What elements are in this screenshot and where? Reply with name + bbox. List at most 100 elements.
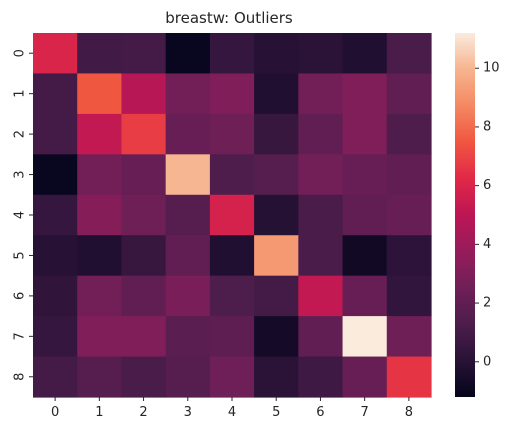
heatmap-cells <box>33 33 432 398</box>
colorbar-tick-label: 0 <box>483 354 491 369</box>
heatmap-cell-r3-c5 <box>254 154 299 196</box>
heatmap-cell-r3-c7 <box>342 154 388 196</box>
y-tick-label: 4 <box>13 211 28 219</box>
heatmap-cell-r0-c4 <box>209 33 255 75</box>
heatmap-cell-r6-c4 <box>209 275 255 317</box>
heatmap-cell-r7-c2 <box>121 316 167 358</box>
heatmap-cell-r8-c2 <box>121 356 167 398</box>
heatmap-cell-r7-c0 <box>33 316 78 358</box>
heatmap-cell-r6-c5 <box>254 275 299 317</box>
heatmap-cell-r8-c4 <box>209 356 255 398</box>
heatmap-cell-r2-c1 <box>77 113 123 155</box>
colorbar-tick-label: 8 <box>483 119 491 134</box>
heatmap-cell-r6-c1 <box>77 275 123 317</box>
heatmap-cell-r2-c5 <box>254 113 299 155</box>
heatmap-cell-r7-c3 <box>165 316 211 358</box>
heatmap-cell-r7-c6 <box>298 316 344 358</box>
heatmap-cell-r7-c8 <box>386 316 432 358</box>
heatmap-cell-r4-c1 <box>77 194 123 236</box>
heatmap-cell-r7-c1 <box>77 316 123 358</box>
heatmap-cell-r8-c3 <box>165 356 211 398</box>
x-axis-ticks: 0 1 2 3 4 5 6 7 8 <box>51 397 413 420</box>
heatmap-cell-r8-c0 <box>33 356 78 398</box>
heatmap-cell-r2-c8 <box>386 113 432 155</box>
heatmap-cell-r6-c0 <box>33 275 78 317</box>
heatmap-cell-r8-c1 <box>77 356 123 398</box>
x-tick-label: 8 <box>405 405 413 420</box>
x-tick-label: 0 <box>51 405 59 420</box>
heatmap-cell-r6-c2 <box>121 275 167 317</box>
colorbar-tick-label: 4 <box>483 237 491 252</box>
heatmap-cell-r8-c6 <box>298 356 344 398</box>
y-tick-label: 5 <box>13 251 28 259</box>
heatmap-cell-r3-c8 <box>386 154 432 196</box>
y-tick-label: 2 <box>13 130 28 138</box>
heatmap-cell-r2-c7 <box>342 113 388 155</box>
heatmap-cell-r0-c3 <box>165 33 211 75</box>
x-tick-label: 2 <box>139 405 147 420</box>
heatmap-cell-r8-c5 <box>254 356 299 398</box>
y-axis-ticks: 0 1 2 3 4 5 6 7 8 <box>13 49 33 381</box>
heatmap-cell-r4-c4 <box>209 194 255 236</box>
y-tick-label: 7 <box>13 332 28 340</box>
colorbar <box>455 33 475 397</box>
heatmap-cell-r2-c3 <box>165 113 211 155</box>
heatmap-cell-r4-c8 <box>386 194 432 236</box>
heatmap-cell-r5-c1 <box>77 235 123 277</box>
heatmap-cell-r4-c6 <box>298 194 344 236</box>
heatmap-cell-r8-c7 <box>342 356 388 398</box>
heatmap-cell-r3-c0 <box>33 154 78 196</box>
colorbar-ticks: 0 2 4 6 8 10 <box>475 61 500 369</box>
heatmap-cell-r6-c3 <box>165 275 211 317</box>
y-tick-label: 8 <box>13 373 28 381</box>
x-tick-label: 6 <box>316 405 324 420</box>
heatmap-cell-r6-c7 <box>342 275 388 317</box>
heatmap-cell-r0-c5 <box>254 33 299 75</box>
heatmap-cell-r2-c0 <box>33 113 78 155</box>
heatmap-cell-r2-c2 <box>121 113 167 155</box>
heatmap-cell-r5-c7 <box>342 235 388 277</box>
colorbar-tick-label: 10 <box>483 61 500 76</box>
heatmap-cell-r3-c6 <box>298 154 344 196</box>
heatmap-cell-r1-c8 <box>386 73 432 115</box>
heatmap-cell-r7-c7 <box>342 316 388 358</box>
colorbar-tick-label: 2 <box>483 296 491 311</box>
y-tick-label: 1 <box>13 90 28 98</box>
heatmap-cell-r1-c6 <box>298 73 344 115</box>
y-tick-label: 3 <box>13 170 28 178</box>
x-tick-label: 7 <box>361 405 369 420</box>
heatmap-cell-r2-c4 <box>209 113 255 155</box>
heatmap-cell-r1-c0 <box>33 73 78 115</box>
heatmap-cell-r5-c0 <box>33 235 78 277</box>
heatmap-cell-r4-c3 <box>165 194 211 236</box>
heatmap-cell-r0-c6 <box>298 33 344 75</box>
x-tick-label: 1 <box>95 405 103 420</box>
heatmap-cell-r5-c3 <box>165 235 211 277</box>
heatmap-cell-r7-c4 <box>209 316 255 358</box>
heatmap-cell-r3-c2 <box>121 154 167 196</box>
heatmap-cell-r5-c2 <box>121 235 167 277</box>
heatmap-cell-r5-c6 <box>298 235 344 277</box>
heatmap-cell-r5-c5 <box>254 235 299 277</box>
heatmap-cell-r3-c1 <box>77 154 123 196</box>
heatmap-cell-r3-c4 <box>209 154 255 196</box>
heatmap-cell-r1-c2 <box>121 73 167 115</box>
heatmap-cell-r1-c3 <box>165 73 211 115</box>
colorbar-tick-label: 6 <box>483 178 491 193</box>
heatmap-cell-r4-c0 <box>33 194 78 236</box>
heatmap-cell-r4-c5 <box>254 194 299 236</box>
heatmap-cell-r1-c5 <box>254 73 299 115</box>
heatmap-cell-r7-c5 <box>254 316 299 358</box>
heatmap-cell-r6-c8 <box>386 275 432 317</box>
x-tick-label: 4 <box>228 405 236 420</box>
x-tick-label: 5 <box>272 405 280 420</box>
chart-title: breastw: Outliers <box>165 9 293 27</box>
heatmap-cell-r0-c2 <box>121 33 167 75</box>
heatmap-cell-r0-c7 <box>342 33 388 75</box>
y-tick-label: 0 <box>13 49 28 57</box>
heatmap-cell-r4-c2 <box>121 194 167 236</box>
heatmap-cell-r4-c7 <box>342 194 388 236</box>
heatmap-cell-r2-c6 <box>298 113 344 155</box>
heatmap-cell-r0-c0 <box>33 33 78 75</box>
